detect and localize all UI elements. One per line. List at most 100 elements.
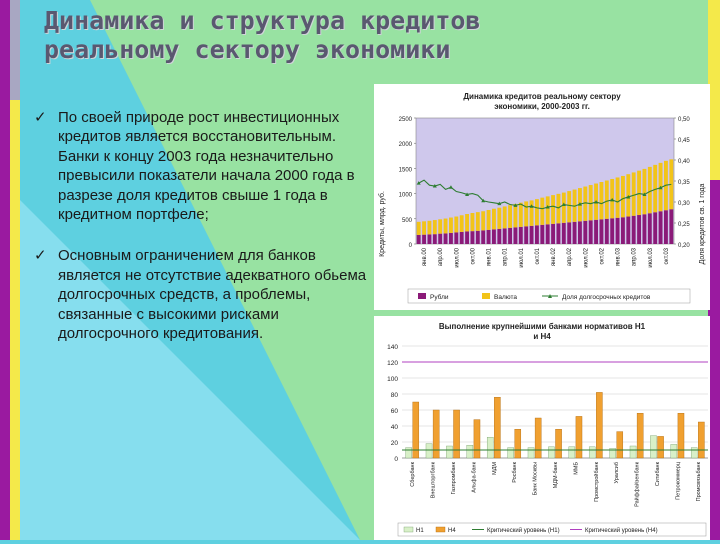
x-tick-label: Промсвязьбанк — [696, 461, 702, 501]
bar-rubles — [486, 229, 491, 244]
line-marker — [577, 202, 582, 206]
check-mark-icon: ✓ — [34, 109, 47, 126]
y-tick-label: 120 — [387, 360, 398, 367]
bar-currency — [427, 220, 432, 235]
y2-tick-label: 0,25 — [678, 222, 690, 228]
bar-n1 — [548, 446, 555, 459]
left-decor-bar — [0, 0, 20, 540]
bar-rubles — [578, 221, 582, 244]
y-tick-label: 2500 — [399, 117, 413, 123]
x-tick-label: Петрокоммерц — [675, 461, 681, 500]
plot-background — [415, 117, 675, 245]
x-tick-label: МДМ-банк — [553, 461, 559, 488]
bar-n4 — [657, 436, 664, 459]
bar-currency — [438, 219, 443, 234]
y2-tick-label: 0,45 — [678, 138, 690, 144]
line-marker — [448, 185, 453, 189]
bar-currency — [449, 217, 453, 233]
x-tick-label: Росбанк — [512, 461, 518, 482]
x-tick-label: окт.03 — [664, 247, 670, 264]
bar-rubles — [432, 234, 437, 244]
bar-rubles — [626, 216, 631, 244]
y-tick-label: 0 — [409, 243, 413, 249]
bar-rubles — [438, 233, 443, 244]
bar-n4 — [575, 416, 583, 459]
y2-axis-label: Доля кредитов св. 1 года — [699, 183, 706, 264]
bar-n1 — [670, 444, 678, 459]
legend-label: Н1 — [416, 528, 424, 534]
chart-title-line2: экономики, 2000-2003 гг. — [494, 102, 590, 111]
legend-label: Валюта — [494, 294, 517, 301]
line-marker — [513, 203, 518, 207]
x-tick-label: июл.00 — [454, 247, 460, 267]
bar-currency — [545, 196, 550, 225]
bar-n1 — [446, 445, 453, 459]
legend-swatch — [482, 293, 490, 299]
bar-currency — [556, 193, 561, 224]
y-tick-label: 1500 — [399, 167, 413, 173]
legend-box — [397, 522, 707, 537]
bar-currency — [470, 213, 475, 232]
bar-currency — [524, 201, 529, 227]
y-tick-label: 140 — [387, 344, 398, 351]
bar-currency — [604, 180, 609, 219]
y2-tick-label: 0,50 — [678, 117, 690, 123]
bar-n4 — [555, 428, 562, 459]
bar-n4 — [677, 412, 685, 459]
bar-n1 — [507, 447, 514, 459]
line-marker — [416, 181, 421, 185]
y-tick-label: 40 — [391, 424, 399, 431]
bar-n4 — [473, 419, 481, 459]
x-tick-label: апр.01 — [503, 247, 509, 266]
bar-currency — [540, 197, 545, 225]
bar-rubles — [459, 231, 464, 244]
y-tick-label: 20 — [391, 440, 399, 447]
x-tick-label: янв.03 — [616, 247, 622, 266]
chart-title-line1: Динамика кредитов реальному сектору — [463, 92, 621, 101]
bar-rubles — [658, 211, 663, 244]
y-tick-label: 0 — [394, 456, 398, 463]
bar-currency — [653, 164, 658, 213]
bar-rubles — [567, 222, 572, 244]
bar-currency — [443, 218, 448, 234]
bar-n1 — [588, 446, 596, 459]
bar-rubles — [556, 223, 561, 244]
bar-rubles — [621, 217, 625, 244]
bar-currency — [454, 216, 459, 233]
bar-currency — [416, 221, 421, 235]
bar-rubles — [502, 228, 507, 244]
bar-currency — [486, 209, 491, 230]
x-tick-label: апр.00 — [438, 247, 444, 266]
bar-currency — [567, 191, 572, 223]
bar-rubles — [465, 231, 469, 244]
bar-rubles — [443, 233, 448, 244]
bullet-item: ✓ Основным ограничением для банков являе… — [34, 246, 372, 343]
bar-n1 — [425, 443, 433, 459]
bar-currency — [465, 214, 469, 232]
bar-rubles — [615, 217, 620, 244]
bar-rubles — [454, 232, 459, 244]
legend-marker — [548, 294, 552, 298]
legend-label: Критический уровень (Н4) — [585, 527, 658, 534]
line-marker — [626, 194, 631, 199]
y2-tick-label: 0,20 — [678, 243, 690, 249]
bar-currency — [631, 172, 636, 216]
bar-rubles — [669, 209, 674, 244]
x-tick-label: ММБ — [573, 462, 579, 475]
bar-currency — [621, 175, 625, 218]
y-tick-label: 500 — [402, 218, 413, 224]
x-tick-label: июл.03 — [648, 247, 654, 267]
line-marker — [432, 184, 437, 188]
bar-rubles — [610, 218, 615, 244]
bullet-item: ✓ По своей природе рост инвестиционных к… — [34, 108, 372, 224]
bar-n4 — [616, 431, 624, 459]
x-tick-label: Альфа-банк — [471, 461, 477, 492]
bar-rubles — [470, 231, 475, 244]
line-marker — [658, 185, 663, 190]
bar-currency — [518, 202, 523, 227]
legend-label: Рубли — [430, 293, 449, 301]
x-tick-label: янв.01 — [487, 247, 493, 266]
chart-legend: Рубли Валюта Доля долгосрочных кредитов — [407, 288, 691, 304]
x-tick-label: Райффайзенбанк — [634, 461, 641, 506]
bar-rubles — [572, 221, 577, 244]
